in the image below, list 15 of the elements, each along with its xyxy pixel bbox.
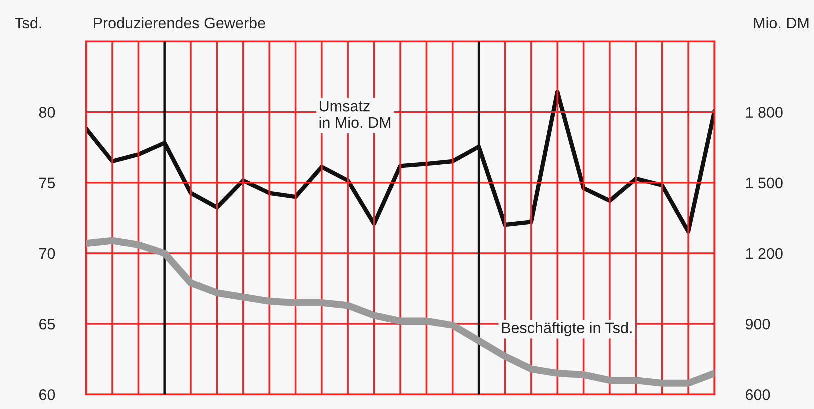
y-tick-label: 80 xyxy=(39,107,56,118)
y-tick-label: 75 xyxy=(40,178,56,189)
y2-tick-label: 1 800 xyxy=(746,107,783,118)
series-label: Beschäftigte in Tsd. xyxy=(502,322,632,337)
y-axis-title: Tsd. xyxy=(14,17,42,29)
y2-tick-label: 1 200 xyxy=(746,248,783,260)
y2-tick-label: 900 xyxy=(746,318,770,330)
y-tick-label: 60 xyxy=(40,390,56,400)
y-tick-label: 70 xyxy=(40,248,56,260)
chart-title: Produzierendes Gewerbe xyxy=(94,17,266,29)
y2-axis-title: Mio. DM xyxy=(754,17,809,29)
text: Umsatz in Mio. DM xyxy=(320,101,391,128)
y2-tick-label: 600 xyxy=(746,390,770,400)
y2-tick-label: 1 500 xyxy=(746,178,783,189)
y-tick-label: 65 xyxy=(40,318,56,330)
